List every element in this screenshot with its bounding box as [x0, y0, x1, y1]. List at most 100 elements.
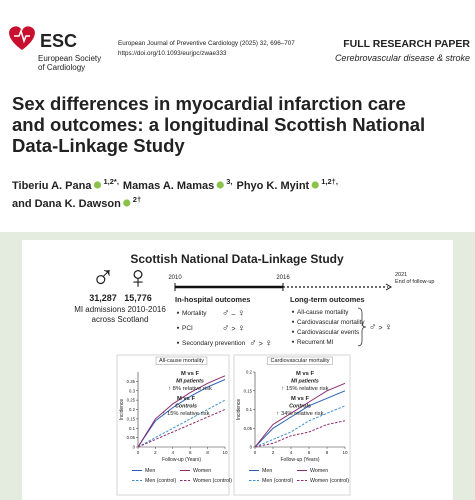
- x-tick-label: 4: [172, 450, 175, 455]
- esc-logo: [9, 26, 35, 50]
- author-name: Mamas A. Mamas: [123, 180, 214, 192]
- society-line: of Cardiology: [38, 63, 85, 72]
- long-term-item: All-cause mortality: [297, 309, 349, 316]
- annotation: ↑ 8% relative risk: [168, 386, 212, 392]
- relation: –: [232, 311, 236, 318]
- x-tick-label: 6: [189, 450, 192, 455]
- female-symbol: ♀: [237, 308, 245, 319]
- x-axis-label: Follow-up (Years): [162, 457, 201, 463]
- y-tick-label: 0.2: [129, 407, 136, 412]
- bullet: [176, 326, 180, 329]
- chart-panel: [233, 354, 351, 496]
- legend-label: Men: [145, 468, 155, 474]
- y-tick-label: 0.15: [127, 416, 136, 421]
- annotation: M vs F: [177, 396, 195, 402]
- chart-title-box: [155, 356, 208, 365]
- relation: >: [232, 326, 236, 333]
- y-tick-label: 0: [250, 445, 253, 450]
- y-tick-label: 0.25: [127, 398, 136, 403]
- y-tick-label: 0.15: [244, 388, 253, 393]
- series-line: [254, 405, 346, 448]
- y-tick-label: 0.2: [246, 370, 253, 375]
- year: 2021: [395, 272, 407, 278]
- chart-title: Cardiovascular mortality: [271, 358, 330, 364]
- bullet: [291, 330, 295, 333]
- doi: https://doi.org/10.1093/eurjpc/zwae333: [118, 50, 227, 57]
- chart-title-box: [267, 356, 333, 365]
- men-count: 31,287: [89, 293, 117, 303]
- y-tick-label: 0: [133, 445, 136, 450]
- title-line: Sex differences in myocardial infarction…: [12, 93, 406, 114]
- male-symbol: ♂: [249, 338, 257, 349]
- bullet: [176, 311, 180, 314]
- women-count: 15,776: [124, 293, 152, 303]
- y-tick-label: 0.35: [127, 379, 136, 384]
- y-tick-label: 0.05: [244, 426, 253, 431]
- author-name: and Dana K. Dawson: [12, 198, 121, 210]
- author-affiliation: 1,2*,: [103, 177, 118, 186]
- journal: European Journal of Preventive Cardiolog…: [118, 40, 295, 47]
- society-line: European Society: [38, 54, 101, 63]
- x-tick-label: 2: [272, 450, 275, 455]
- male-symbol: ♂: [91, 259, 115, 295]
- bullet: [176, 341, 180, 344]
- legend-label: Men: [262, 468, 272, 474]
- author-affiliation: 3,: [226, 177, 232, 186]
- legend-label: Women (control): [310, 478, 349, 484]
- female-symbol: ♀: [265, 338, 273, 349]
- x-axis-label: Follow-up (Years): [281, 457, 320, 463]
- x-tick-label: 0: [137, 450, 140, 455]
- long-term-item: Cardiovascular mortality: [297, 319, 365, 326]
- series-line: [137, 399, 226, 448]
- orcid-icon: [123, 199, 131, 207]
- author-name: Phyo K. Myint: [236, 180, 309, 192]
- x-tick-label: 8: [206, 450, 209, 455]
- long-term-heading: Long-term outcomes: [290, 295, 365, 304]
- relation: >: [259, 341, 263, 348]
- cohort-caption: across Scotland: [92, 315, 149, 324]
- in-hospital-item: Mortality: [182, 310, 207, 317]
- end-label: End of follow-up: [395, 279, 434, 285]
- y-tick-label: 0.05: [127, 435, 136, 440]
- x-tick-label: 8: [326, 450, 329, 455]
- legend-label: Women (control): [193, 478, 232, 484]
- series-line: [254, 390, 346, 448]
- annotation: ↑ 15% relative risk: [281, 386, 328, 392]
- annotation: MI patients: [291, 379, 319, 385]
- annotation: M vs F: [296, 371, 314, 377]
- y-tick-label: 0.3: [129, 388, 136, 393]
- x-tick-label: 10: [342, 450, 348, 455]
- series-line: [254, 382, 346, 448]
- long-term-item: Recurrent MI: [297, 339, 334, 346]
- annotation: ↑ 15% relative risk: [162, 411, 209, 417]
- orcid-icon: [216, 181, 224, 189]
- y-tick-label: 0.1: [129, 426, 136, 431]
- female-symbol: ♀: [126, 259, 150, 295]
- section: Cerebrovascular disease & stroke: [335, 53, 470, 63]
- timeline-arrow: [385, 283, 392, 291]
- legend-label: Men (control): [145, 478, 176, 484]
- annotation: M vs F: [181, 371, 199, 377]
- legend-label: Women: [193, 468, 211, 474]
- female-symbol: ♀: [238, 323, 246, 334]
- legend-label: Men (control): [262, 478, 293, 484]
- bracket: [357, 307, 367, 347]
- bullet: [291, 320, 295, 323]
- chart-panel: [116, 354, 230, 496]
- year: 2016: [276, 275, 290, 281]
- title-line: Data-Linkage Study: [12, 135, 185, 156]
- in-hospital-item: Secondary prevention: [182, 340, 246, 347]
- chart-title: All-cause mortality: [159, 358, 204, 364]
- x-tick-label: 4: [290, 450, 293, 455]
- bullet: [291, 340, 295, 343]
- title-line: and outcomes: a longitudinal Scottish Na…: [12, 114, 425, 135]
- legend-label: Women: [310, 468, 328, 474]
- year: 2010: [168, 275, 182, 281]
- female-symbol: ♀: [385, 322, 393, 333]
- in-hospital-heading: In-hospital outcomes: [175, 295, 250, 304]
- bullet: [291, 310, 295, 313]
- x-tick-label: 6: [308, 450, 311, 455]
- male-symbol: ♂: [222, 323, 230, 334]
- relation: >: [379, 325, 383, 332]
- cohort-caption: MI admissions 2010-2016: [74, 305, 166, 314]
